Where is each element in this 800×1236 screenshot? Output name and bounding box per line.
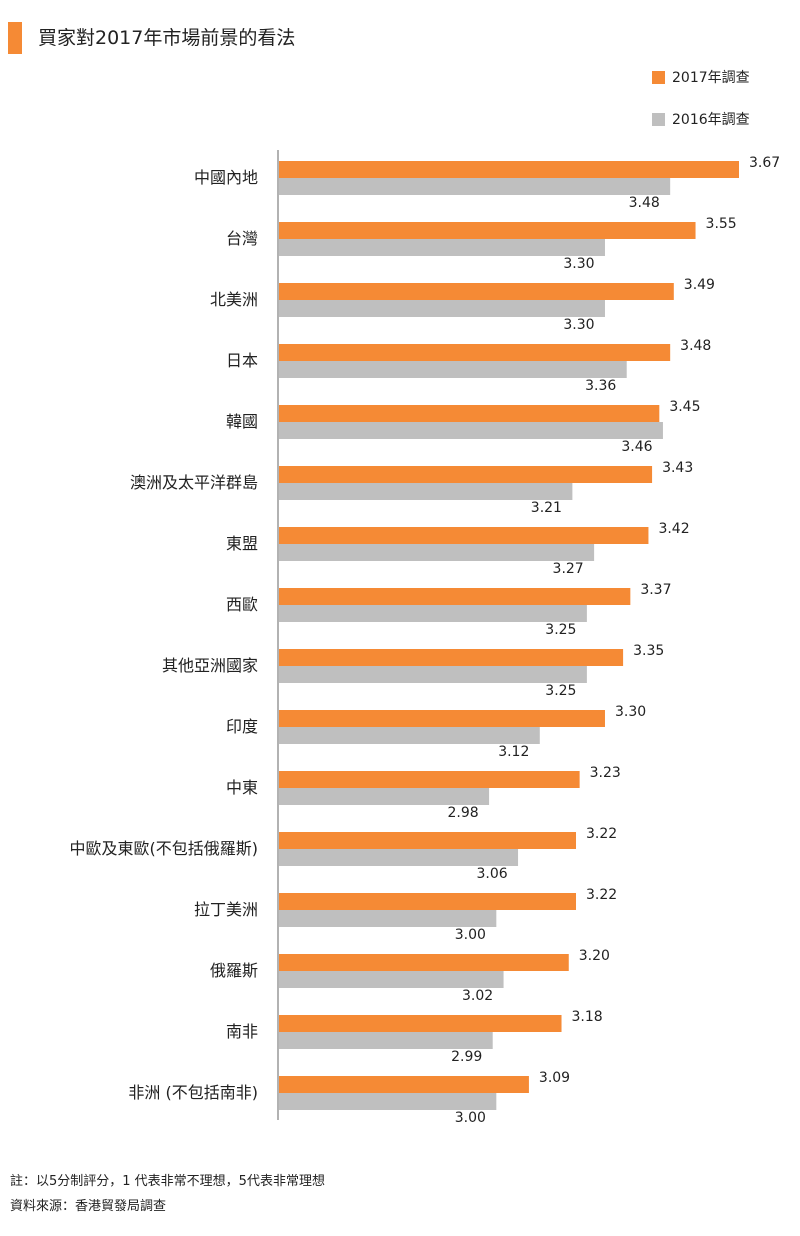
bar-2017	[279, 344, 671, 361]
category-label: 日本	[226, 351, 258, 370]
data-label-2016: 3.02	[462, 988, 493, 1004]
category-label: 台灣	[226, 229, 258, 248]
bar-2016	[279, 849, 519, 866]
bar-2016	[279, 483, 573, 500]
data-label-2017: 3.49	[684, 277, 715, 293]
data-label-2017: 3.18	[572, 1009, 603, 1025]
category-label: 東盟	[226, 534, 258, 553]
bar-2016	[279, 971, 504, 988]
bar-2016	[279, 178, 671, 195]
data-label-2017: 3.48	[680, 338, 711, 354]
data-label-2017: 3.35	[633, 643, 664, 659]
bar-2016	[279, 605, 587, 622]
category-label: 北美洲	[210, 290, 258, 309]
data-label-2017: 3.67	[749, 155, 780, 171]
bar-2017	[279, 161, 739, 178]
bar-2017	[279, 954, 569, 971]
bar-2016	[279, 910, 497, 927]
bar-2017	[279, 1015, 562, 1032]
data-label-2017: 3.43	[662, 460, 693, 476]
data-label-2016: 3.48	[629, 195, 660, 211]
category-label: 中國內地	[194, 168, 258, 187]
chart-title: 買家對2017年市場前景的看法	[38, 27, 296, 49]
data-label-2017: 3.30	[615, 704, 646, 720]
bar-2017	[279, 832, 577, 849]
bar-2017	[279, 283, 674, 300]
category-label: 中東	[226, 778, 258, 797]
data-label-2016: 3.21	[531, 500, 562, 516]
category-label: 南非	[226, 1022, 258, 1041]
data-label-2016: 2.98	[447, 805, 478, 821]
data-label-2016: 3.25	[545, 622, 576, 638]
bar-2016	[279, 788, 490, 805]
bar-2017	[279, 588, 631, 605]
legend-label-2017: 2017年調查	[672, 70, 750, 86]
bar-2016	[279, 239, 605, 256]
data-label-2016: 3.12	[498, 744, 529, 760]
bar-2016	[279, 666, 587, 683]
category-label: 印度	[226, 717, 258, 736]
data-label-2017: 3.45	[669, 399, 700, 415]
bar-2016	[279, 727, 540, 744]
data-label-2017: 3.22	[586, 887, 617, 903]
data-label-2016: 3.00	[455, 1110, 486, 1125]
category-label: 澳洲及太平洋群島	[130, 473, 258, 492]
category-label: 韓國	[226, 412, 258, 431]
title-accent-bar	[8, 22, 22, 54]
category-label: 非洲 (不包括南非)	[128, 1083, 258, 1102]
category-label: 其他亞洲國家	[162, 656, 258, 675]
bar-2017	[279, 405, 660, 422]
category-label: 拉丁美洲	[194, 900, 258, 919]
bar-2016	[279, 544, 595, 561]
data-label-2017: 3.42	[658, 521, 689, 537]
data-label-2016: 3.30	[563, 256, 594, 272]
category-label: 西歐	[226, 595, 258, 614]
legend-swatch-2017	[652, 70, 665, 84]
bar-2016	[279, 422, 663, 439]
bar-2016	[279, 1032, 493, 1049]
bar-2017	[279, 710, 605, 727]
footnote-note: 註：以5分制評分，1 代表非常不理想，5代表非常理想	[10, 1174, 325, 1189]
bar-2017	[279, 649, 624, 666]
bar-2017	[279, 771, 580, 788]
bar-2017	[279, 893, 577, 910]
legend-label-2016: 2016年調查	[672, 112, 750, 128]
legend: 2017年調查 2016年調查	[652, 66, 750, 150]
data-label-2017: 3.22	[586, 826, 617, 842]
bar-2016	[279, 300, 605, 317]
data-label-2016: 3.00	[455, 927, 486, 943]
bar-2017	[279, 1076, 529, 1093]
legend-item-2016: 2016年調查	[652, 108, 750, 130]
bar-2017	[279, 527, 649, 544]
category-label: 中歐及東歐(不包括俄羅斯)	[70, 839, 259, 858]
data-label-2017: 3.20	[579, 948, 610, 964]
legend-item-2017: 2017年調查	[652, 66, 750, 88]
bar-2016	[279, 361, 627, 378]
data-label-2017: 3.23	[590, 765, 621, 781]
data-label-2017: 3.37	[640, 582, 671, 598]
data-label-2017: 3.55	[706, 216, 737, 232]
data-label-2017: 3.09	[539, 1070, 570, 1086]
bar-2016	[279, 1093, 497, 1110]
data-label-2016: 3.06	[476, 866, 507, 882]
legend-swatch-2016	[652, 112, 665, 126]
data-label-2016: 3.25	[545, 683, 576, 699]
bar-2017	[279, 466, 653, 483]
chart-title-block: 買家對2017年市場前景的看法	[8, 22, 295, 54]
bar-chart: 中國內地 3.67 3.48 台灣 3.55 3.30 北美洲 3.49 3.30 日本 3.48 3…	[70, 150, 780, 1125]
data-label-2016: 3.36	[585, 378, 616, 394]
data-label-2016: 3.30	[563, 317, 594, 333]
category-label: 俄羅斯	[210, 961, 258, 980]
data-label-2016: 3.27	[553, 561, 584, 577]
bar-2017	[279, 222, 696, 239]
footnote-source: 資料來源：香港貿發局調查	[10, 1199, 167, 1214]
data-label-2016: 3.46	[621, 439, 652, 455]
data-label-2016: 2.99	[451, 1049, 482, 1065]
